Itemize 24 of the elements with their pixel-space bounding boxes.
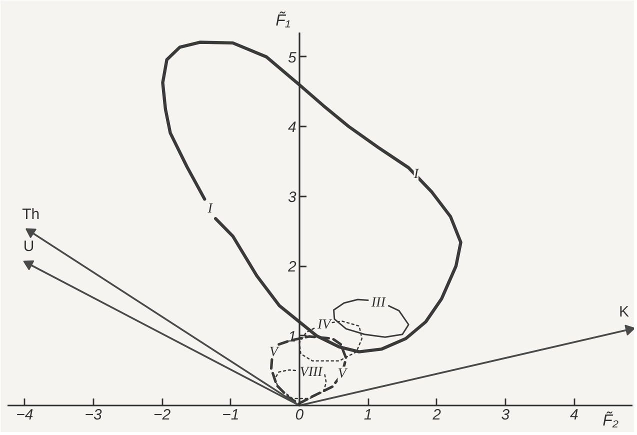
series-label: IV (316, 317, 332, 332)
x-tick-label: 0 (295, 406, 304, 424)
y-tick-label: 5 (288, 49, 298, 66)
x-axis-title: F̃₂ (602, 410, 618, 430)
series-label: U (23, 238, 34, 255)
y-tick-label: 3 (288, 188, 298, 206)
x-tick-label: 3 (501, 406, 510, 424)
series-label: I (206, 201, 214, 216)
series-label: V (269, 345, 280, 360)
x-tick-label: −1 (222, 406, 240, 424)
x-tick-label: −4 (16, 406, 34, 424)
y-axis-title: F̃₁ (276, 10, 290, 30)
y-tick-label: 2 (287, 258, 298, 276)
series-label: K (619, 304, 630, 321)
x-tick-label: 4 (570, 406, 578, 424)
annotation: I (412, 167, 420, 182)
x-tick-label: −2 (153, 406, 172, 424)
x-tick-label: 1 (364, 406, 372, 424)
series-label: VIII (300, 365, 324, 380)
series-label: III (370, 296, 387, 311)
x-tick-label: 2 (432, 406, 442, 424)
y-tick-label: 4 (288, 119, 296, 136)
series-label: Th (22, 206, 40, 223)
x-tick-label: −3 (84, 406, 103, 424)
